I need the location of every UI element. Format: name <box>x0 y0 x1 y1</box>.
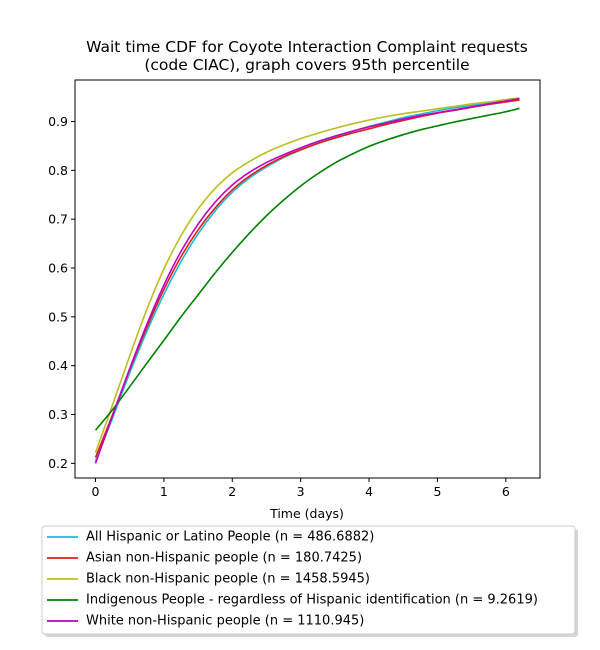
series-line-5 <box>94 97 520 464</box>
plot-lines <box>94 97 520 464</box>
legend-label-3: Black non-Hispanic people (n = 1458.5945… <box>86 572 370 587</box>
series-line-3 <box>94 97 520 453</box>
legend-label-5: White non-Hispanic people (n = 1110.945) <box>86 614 364 629</box>
y-tick-label: 0.4 <box>48 358 68 373</box>
x-tick-label: 5 <box>433 484 441 499</box>
legend-entries: All Hispanic or Latino People (n = 486.6… <box>47 530 538 629</box>
y-tick-label: 0.2 <box>48 456 68 471</box>
x-tick-label: 6 <box>502 484 510 499</box>
y-tick-label: 0.5 <box>48 309 68 324</box>
y-tick-label: 0.3 <box>48 407 68 422</box>
x-tick-label: 3 <box>297 484 305 499</box>
y-tick-label: 0.6 <box>48 261 68 276</box>
y-axis: 0.2 0.3 0.4 0.5 0.6 0.7 0.8 0.9 <box>48 114 75 471</box>
chart-title-line-1: Wait time CDF for Coyote Interaction Com… <box>86 38 528 56</box>
y-tick-label: 0.7 <box>48 212 68 227</box>
legend: All Hispanic or Latino People (n = 486.6… <box>41 525 578 637</box>
y-tick-label: 0.9 <box>48 114 68 129</box>
plot-frame <box>74 79 541 479</box>
legend-box <box>41 525 576 635</box>
x-axis: 0 1 2 3 4 5 6 <box>92 478 510 499</box>
x-tick-label: 4 <box>365 484 373 499</box>
series-line-4 <box>94 107 520 431</box>
chart-title: Wait time CDF for Coyote Interaction Com… <box>86 38 528 74</box>
legend-label-2: Asian non-Hispanic people (n = 180.7425) <box>86 551 362 566</box>
x-tick-label: 2 <box>228 484 236 499</box>
x-axis-label: Time (days) <box>269 506 344 521</box>
chart-title-line-2: (code CIAC), graph covers 95th percentil… <box>144 56 469 74</box>
x-tick-label: 1 <box>160 484 168 499</box>
legend-label-1: All Hispanic or Latino People (n = 486.6… <box>86 530 374 545</box>
legend-label-4: Indigenous People - regardless of Hispan… <box>86 593 538 608</box>
y-tick-label: 0.8 <box>48 163 68 178</box>
x-tick-label: 0 <box>92 484 100 499</box>
